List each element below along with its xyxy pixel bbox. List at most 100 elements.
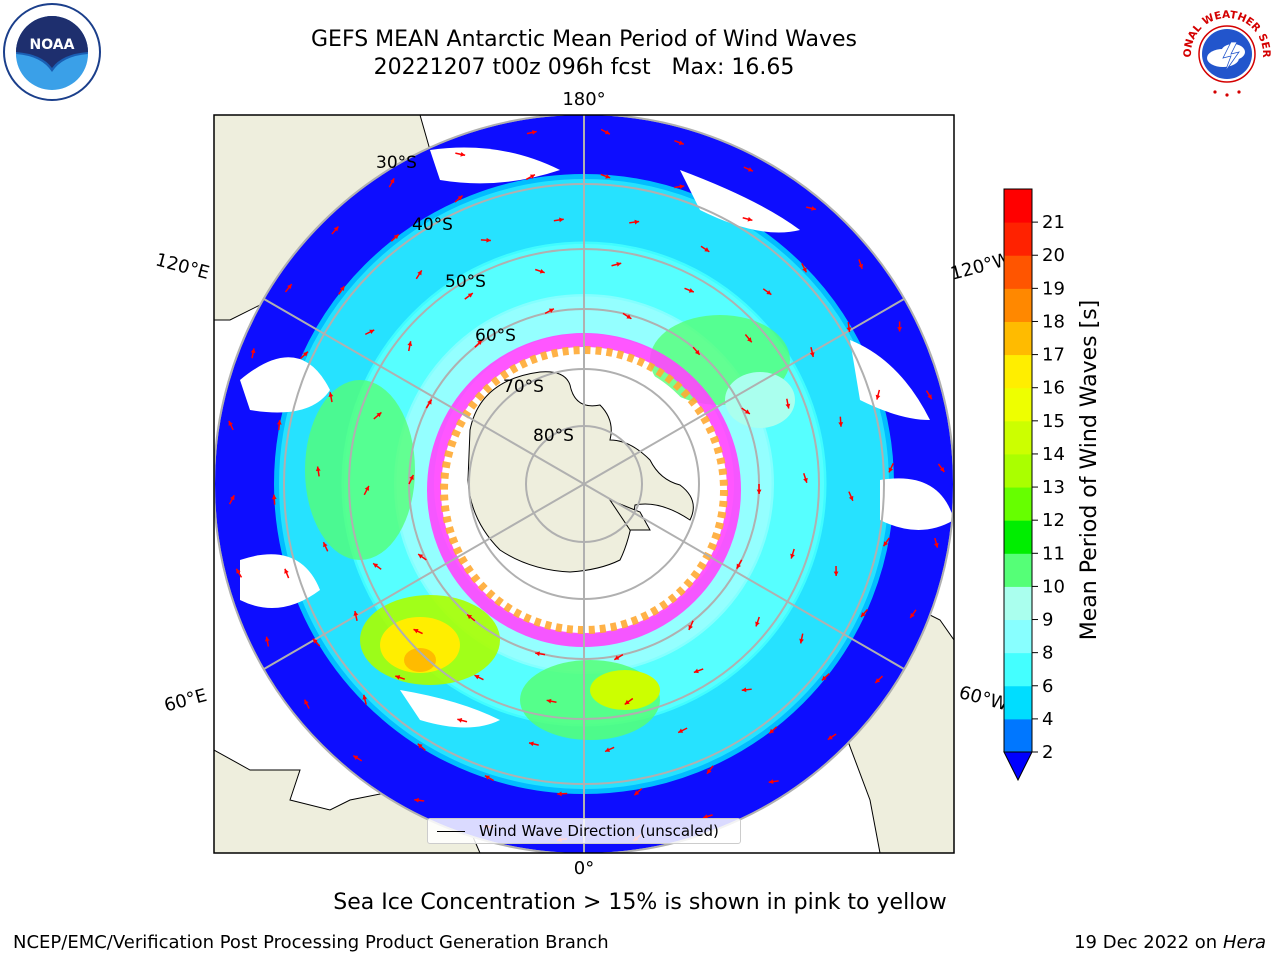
wave-direction-arrowhead bbox=[409, 475, 414, 481]
wave-direction-arrowhead bbox=[736, 563, 741, 569]
wave-direction-arrowhead bbox=[678, 728, 684, 733]
wave-direction-arrowhead bbox=[529, 741, 534, 747]
map-title: GEFS MEAN Antarctic Mean Period of Wind … bbox=[311, 27, 857, 52]
wave-direction-arrowhead bbox=[838, 422, 844, 427]
wave-direction-arrowhead bbox=[315, 466, 321, 472]
wave-direction-arrowhead bbox=[846, 327, 852, 332]
footer-date-text: 19 Dec 2022 on bbox=[1074, 932, 1218, 953]
lon-label-180: 180° bbox=[562, 89, 605, 110]
wave-direction-arrowhead bbox=[228, 420, 233, 426]
lat-label-60s: 60°S bbox=[475, 326, 516, 346]
wave-direction-arrowhead bbox=[486, 237, 491, 243]
wave-direction-arrowhead bbox=[559, 217, 564, 223]
wave-direction-arrowhead bbox=[333, 226, 339, 232]
wave-direction-arrowhead bbox=[605, 747, 611, 752]
wave-direction-arrowhead bbox=[927, 394, 932, 400]
wave-direction-arrowhead bbox=[634, 790, 640, 796]
wave-direction-arrowhead bbox=[803, 477, 808, 483]
wave-direction-arrowhead bbox=[883, 541, 889, 547]
colorbar-segments bbox=[1003, 188, 1033, 782]
wave-direction-arrowhead bbox=[236, 568, 241, 574]
wave-direction-arrowhead bbox=[323, 542, 328, 548]
lat-label-70s: 70°S bbox=[503, 377, 544, 397]
wave-direction-arrowhead bbox=[678, 140, 684, 145]
lat-label-80s: 80°S bbox=[533, 426, 574, 446]
wave-direction-arrowhead bbox=[353, 755, 359, 760]
wave-direction-arrowhead bbox=[271, 494, 277, 500]
colorbar-tick-label: 4 bbox=[1042, 709, 1053, 730]
wave-direction-arrowhead bbox=[303, 351, 308, 357]
wave-direction-arrowhead bbox=[688, 288, 694, 293]
wave-direction-arrowhead bbox=[604, 129, 610, 135]
wave-direction-arrowhead bbox=[790, 553, 795, 559]
colorbar-outline bbox=[1003, 188, 1033, 753]
lon-label-120e: 120°E bbox=[153, 249, 211, 283]
wave-direction-arrowhead bbox=[457, 718, 463, 723]
wave-direction-arrowhead bbox=[460, 151, 466, 157]
wave-direction-arrowhead bbox=[287, 284, 292, 290]
colorbar-tick-label: 18 bbox=[1042, 311, 1065, 332]
wave-direction-arrowhead bbox=[389, 178, 395, 184]
wave-direction-arrowhead bbox=[821, 675, 827, 681]
antarctica-land bbox=[467, 371, 694, 573]
footer-date: 19 Dec 2022 on Hera bbox=[1074, 932, 1266, 953]
colorbar-segment bbox=[1004, 453, 1032, 488]
wave-direction-arrowhead bbox=[616, 262, 622, 267]
wave-direction-arrowhead bbox=[706, 768, 712, 774]
wave-direction-arrowhead bbox=[614, 655, 620, 660]
legend-label: Wind Wave Direction (unscaled) bbox=[479, 822, 719, 840]
wave-direction-arrowhead bbox=[827, 735, 833, 740]
wave-direction-arrowhead bbox=[546, 698, 552, 704]
wave-direction-arrowhead bbox=[624, 699, 630, 705]
wave-direction-arrowhead bbox=[557, 791, 562, 797]
wave-direction-arrowhead bbox=[766, 290, 772, 295]
wave-direction-arrowhead bbox=[328, 392, 334, 397]
colorbar-segment bbox=[1004, 387, 1032, 422]
colorbar-segment bbox=[1004, 520, 1032, 554]
wave-direction-arrowhead bbox=[768, 779, 774, 785]
wave-direction-arrowhead bbox=[626, 314, 632, 319]
wave-direction-arrowhead bbox=[376, 412, 382, 418]
wave-direction-arrowhead bbox=[769, 728, 775, 734]
sea-ice-note: Sea Ice Concentration > 15% is shown in … bbox=[333, 890, 947, 915]
wave-direction-arrowhead bbox=[457, 195, 463, 201]
wave-direction-arrowhead bbox=[799, 638, 804, 644]
colorbar-tick-label: 2 bbox=[1042, 742, 1053, 763]
wave-direction-arrowhead bbox=[427, 399, 432, 405]
wave-direction-arrowhead bbox=[897, 327, 903, 332]
wave-direction-arrowhead bbox=[369, 329, 375, 335]
wave-direction-arrowhead bbox=[373, 563, 379, 568]
colorbar-segment bbox=[1004, 354, 1032, 389]
wave-direction-arrowhead bbox=[756, 489, 762, 494]
wave-direction-arrowhead bbox=[312, 638, 318, 644]
wave-direction-arrowhead bbox=[484, 775, 490, 780]
colorbar-tick-label: 11 bbox=[1042, 543, 1065, 564]
wave-direction-arrowhead bbox=[634, 219, 640, 225]
map-frame bbox=[213, 114, 955, 854]
colorbar-segment bbox=[1004, 685, 1032, 720]
colorbar-segment bbox=[1004, 553, 1032, 587]
wave-direction-arrowhead bbox=[939, 467, 945, 473]
wave-direction-arrowhead bbox=[747, 167, 753, 172]
wave-direction-arrowhead bbox=[535, 651, 540, 657]
wave-direction-arrowhead bbox=[264, 636, 270, 642]
colorbar: 2 4 6 8 9 10 11 12 13 14 15 16 17 18 19 20 21 Mean Perio… bbox=[1003, 188, 1102, 782]
wave-direction-arrowhead bbox=[539, 268, 545, 274]
wave-direction-arrowhead bbox=[802, 267, 807, 273]
wave-direction-arrowhead bbox=[747, 216, 753, 222]
wave-direction-arrowhead bbox=[548, 308, 554, 313]
footer-machine: Hera bbox=[1222, 932, 1266, 953]
wave-direction-arrowhead bbox=[413, 628, 419, 634]
colorbar-segment bbox=[1004, 321, 1032, 356]
colorbar-tick-label: 19 bbox=[1042, 278, 1065, 299]
colorbar-extend-min bbox=[1003, 751, 1033, 782]
lon-label-0: 0° bbox=[574, 858, 594, 879]
wave-direction-arrowhead bbox=[474, 675, 480, 680]
lat-label-30s: 30°S bbox=[376, 153, 417, 173]
wave-direction-arrowhead bbox=[811, 206, 816, 211]
wave-direction-arrowhead bbox=[693, 668, 699, 674]
wave-direction-arrowhead bbox=[888, 467, 894, 473]
colorbar-tick-label: 20 bbox=[1042, 245, 1065, 266]
lon-label-60e: 60°E bbox=[162, 685, 209, 716]
